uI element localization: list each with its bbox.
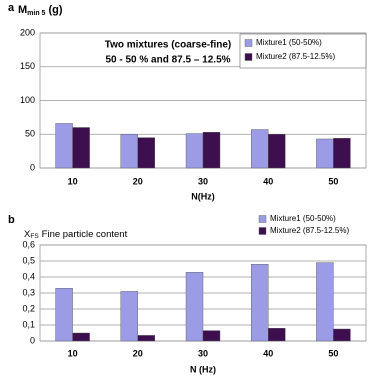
x-axis-label: N (Hz) [190,364,216,374]
x-tick-label: 50 [328,348,338,358]
y-tick-label: 200 [20,27,35,37]
y-tick-label: 0,2 [22,303,35,313]
y-tick-label: 100 [20,95,35,105]
y-axis-label-sub: min 5 [27,10,45,17]
bar [202,330,221,342]
legend-label: Mixture2 (87.5-12.5%) [270,226,349,235]
y-tick-label: 0,5 [22,255,35,265]
bar [72,127,90,169]
y-tick-label: 0 [30,162,35,172]
y-tick-label: 0,6 [22,239,35,249]
bar [333,138,351,169]
legend-swatch [244,39,253,47]
bar [55,288,73,342]
bar [72,332,90,342]
x-tick-label: 40 [263,176,273,186]
x-tick-label: 40 [263,348,273,358]
bar [268,134,286,169]
bar [202,132,221,169]
panel-label: a [8,2,15,14]
legend-swatch [258,215,267,223]
x-tick-label: 30 [198,176,208,186]
x-tick-label: 20 [133,176,143,186]
bar [185,272,204,342]
y-axis-label-main: M [18,4,27,16]
legend-swatch [244,53,253,61]
y-axis-label-unit: (g) [48,4,62,16]
bar [250,264,269,342]
annotation: Two mixtures (coarse-fine) [105,40,232,51]
chart-title-rest: Fine particle content [42,229,128,240]
bar [137,137,156,169]
x-tick-label: 10 [68,176,78,186]
y-tick-label: 0,3 [22,287,35,297]
bar [250,129,269,169]
bar [185,133,204,169]
y-tick-label: 0,4 [22,271,35,281]
bar [333,328,351,342]
x-tick-label: 50 [328,176,338,186]
annotation: 50 - 50 % and 87.5 – 12.5% [105,55,230,66]
bar [316,138,334,169]
chart-title: XFS Fine particle content [24,229,128,240]
bar [120,291,139,342]
legend-swatch [258,227,267,235]
panel-label: b [8,214,15,226]
chart-title-main: X [24,229,31,240]
y-tick-label: 0,1 [22,319,35,329]
x-tick-label: 20 [133,348,143,358]
bar [55,123,73,169]
bar [316,262,334,342]
x-tick-label: 10 [68,348,78,358]
chart-title-sub: FS [30,233,39,240]
y-axis-label: Mmin 5 (g) [18,4,63,17]
legend-label: Mixture1 (50-50%) [256,38,322,47]
y-tick-label: 50 [25,129,35,139]
legend-box [239,33,367,69]
legend-box [254,210,372,238]
legend-label: Mixture2 (87.5-12.5%) [256,52,335,61]
x-tick-label: 30 [198,348,208,358]
bar [268,328,286,342]
bar [137,335,156,342]
x-axis-label: N(Hz) [191,191,215,201]
y-tick-label: 150 [20,61,35,71]
bar [120,134,139,169]
y-tick-label: 0 [30,335,35,345]
legend-label: Mixture1 (50-50%) [270,214,336,223]
